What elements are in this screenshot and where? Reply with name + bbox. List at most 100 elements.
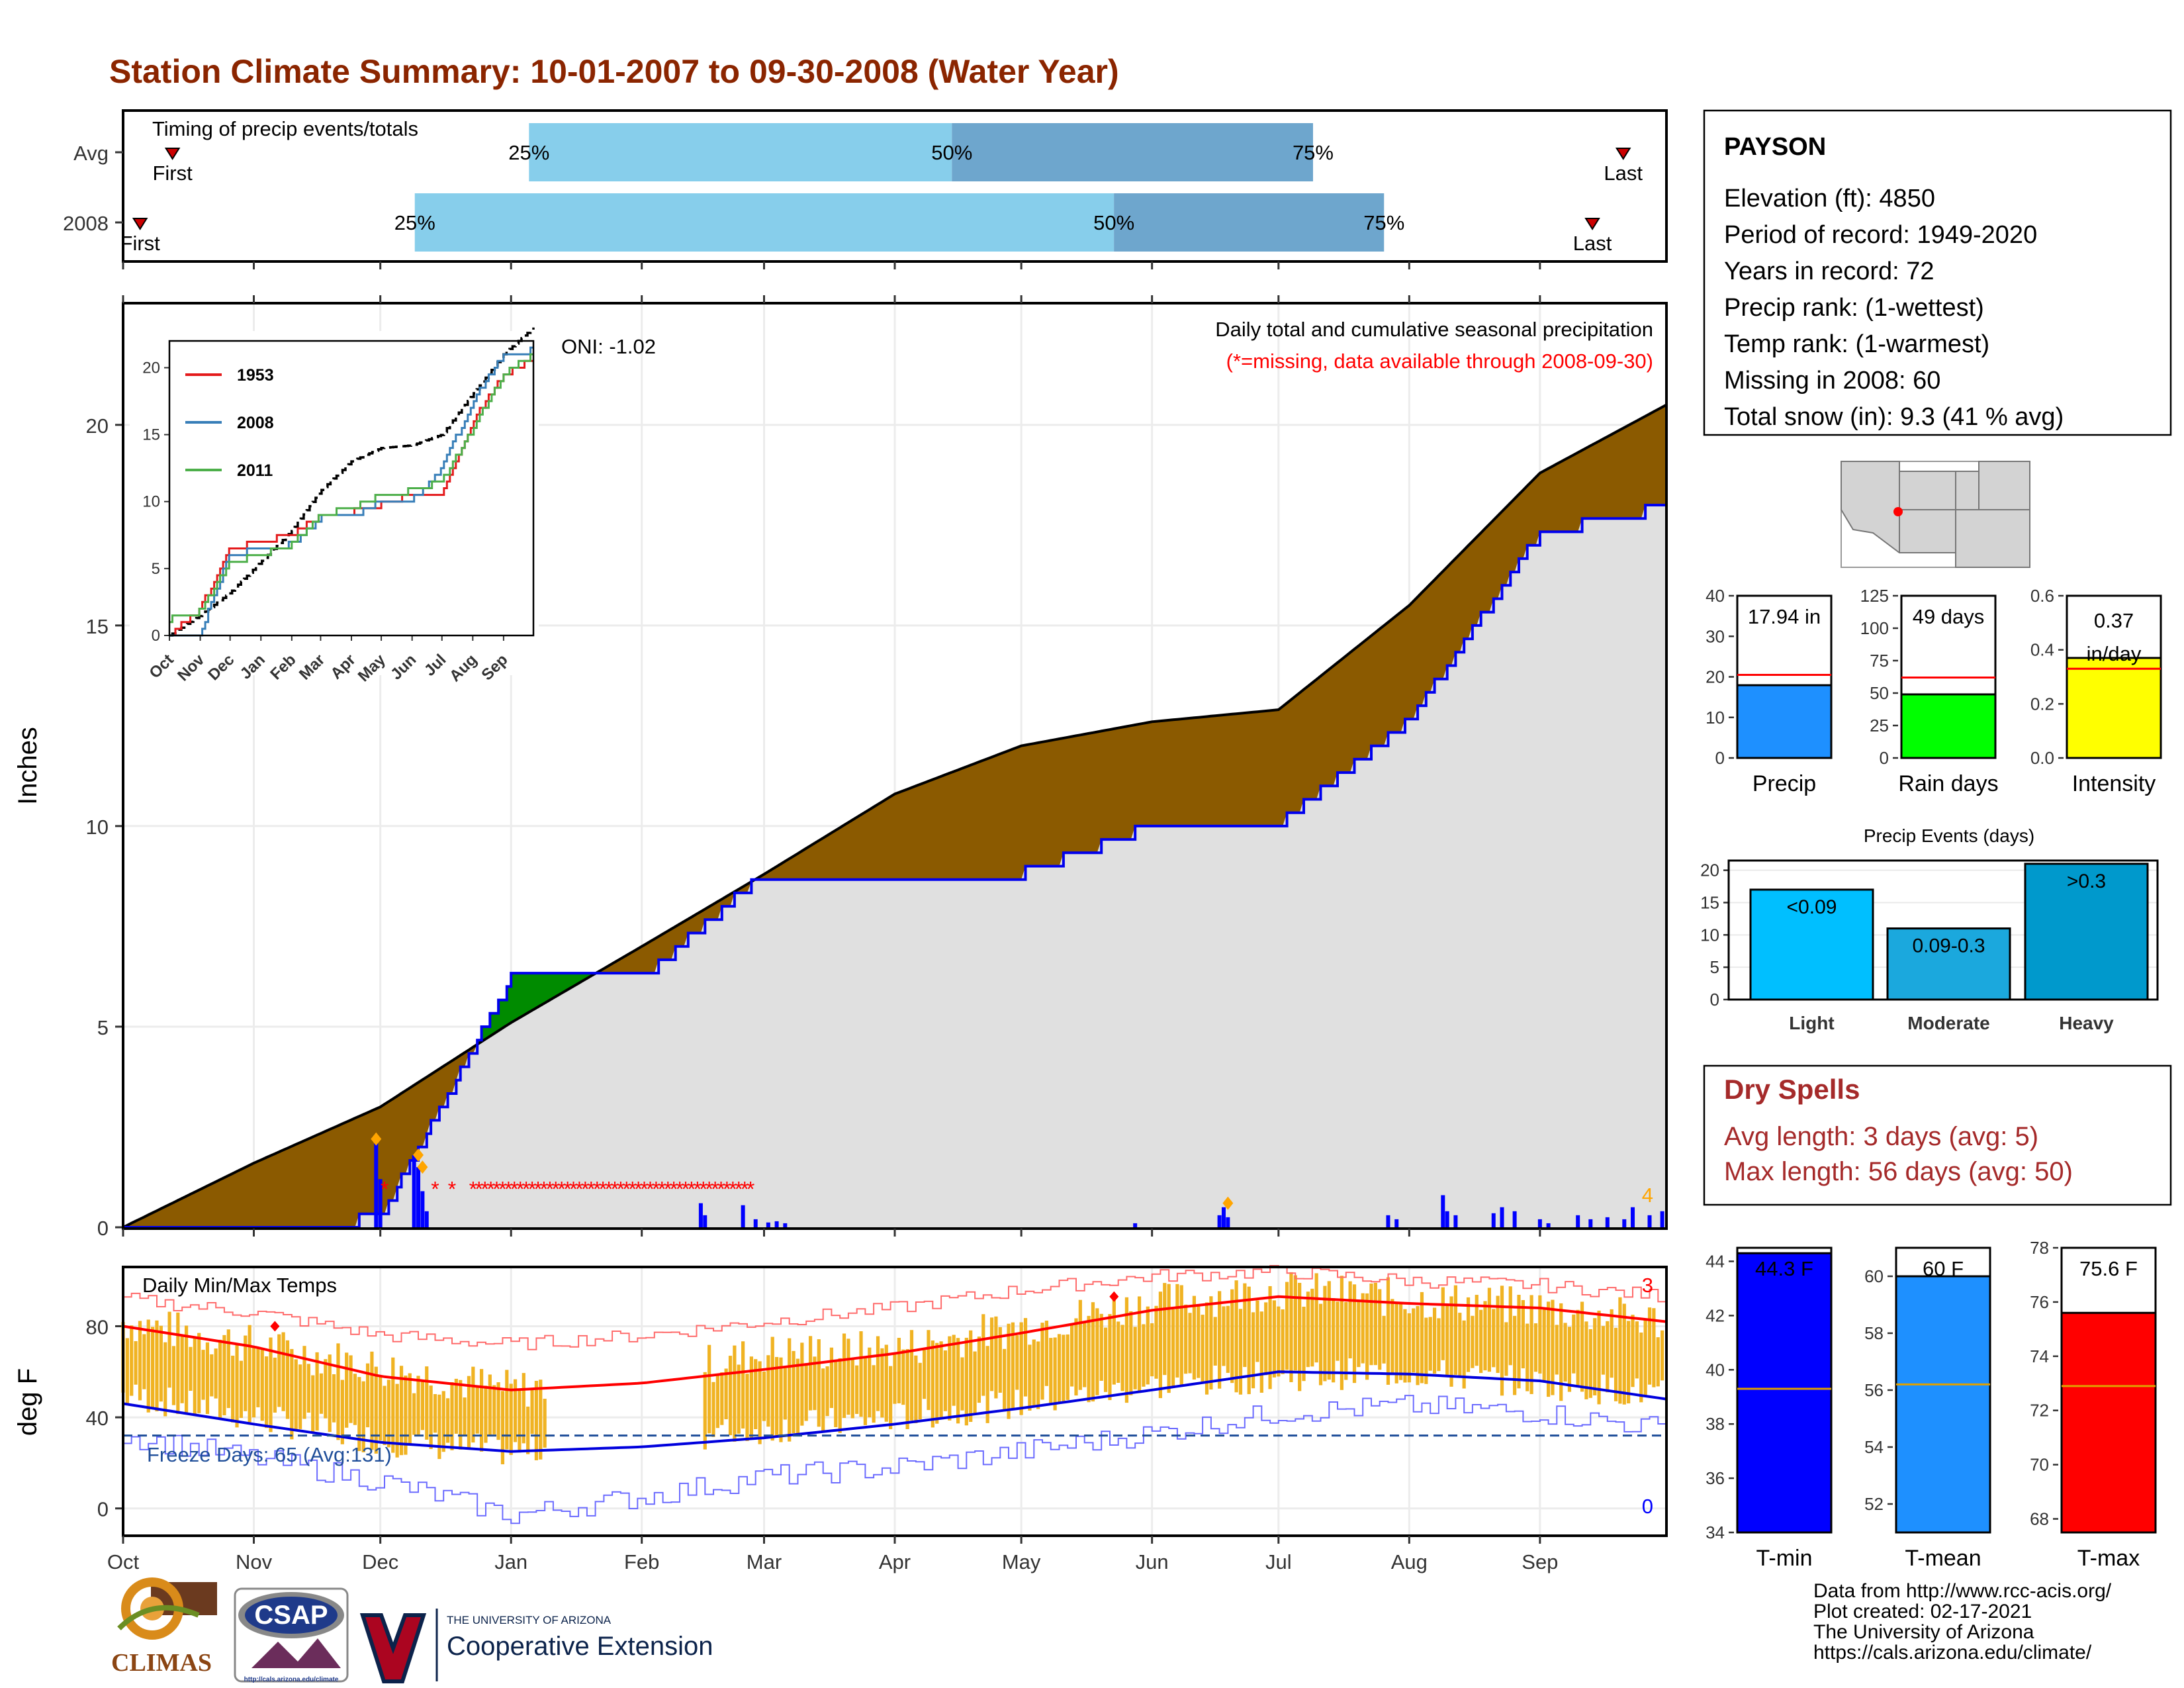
- daily-temp-bar: [1163, 1283, 1167, 1376]
- mini-bar-label: 44.3 F: [1755, 1257, 1813, 1280]
- events-bar-label: >0.3: [2067, 870, 2106, 892]
- daily-temp-bar: [897, 1337, 901, 1403]
- daily-temp-bar: [1112, 1298, 1116, 1385]
- daily-temp-bar: [500, 1391, 505, 1465]
- daily-temp-bar: [306, 1364, 310, 1413]
- mini-bar-category: T-min: [1756, 1546, 1813, 1571]
- daily-temp-bar: [1310, 1288, 1314, 1367]
- daily-precip-bar: [1588, 1219, 1593, 1227]
- daily-temp-bar: [749, 1356, 753, 1438]
- daily-temp-bar: [328, 1354, 332, 1432]
- events-category: Moderate: [1907, 1013, 1989, 1033]
- daily-temp-bar: [889, 1366, 893, 1429]
- daily-temp-bar: [1188, 1313, 1192, 1374]
- daily-precip-bar: [1660, 1211, 1664, 1227]
- daily-precip-bar: [1512, 1211, 1517, 1227]
- station-info-line: Years in record: 72: [1724, 258, 1934, 285]
- timing-row-label: 2008: [63, 212, 109, 235]
- station-name: PAYSON: [1724, 133, 1826, 161]
- daily-temp-bar: [488, 1374, 492, 1436]
- daily-temp-bar: [998, 1327, 1002, 1393]
- daily-temp-bar: [1466, 1297, 1471, 1372]
- mini-bar-label: 17.94 in: [1748, 605, 1821, 628]
- precip-ytick-label: 5: [97, 1016, 109, 1039]
- daily-temp-bar: [1373, 1282, 1377, 1366]
- daily-temp-bar: [248, 1325, 251, 1423]
- daily-temp-bar: [395, 1383, 399, 1458]
- missing-day-marker: *: [652, 1177, 660, 1201]
- daily-temp-bar: [901, 1349, 905, 1405]
- daily-temp-bar: [467, 1376, 471, 1448]
- mini-ytick: 40: [1706, 586, 1725, 606]
- station-info-line: Total snow (in): 9.3 (41 % avg): [1724, 403, 2064, 431]
- daily-temp-bar: [1513, 1315, 1517, 1395]
- daily-temp-bar: [205, 1342, 210, 1415]
- daily-temp-bar: [905, 1349, 909, 1429]
- daily-temp-bar: [1167, 1284, 1171, 1393]
- daily-temp-bar: [1087, 1315, 1091, 1403]
- daily-temp-bar: [783, 1368, 787, 1420]
- timing-pct-label: 75%: [1363, 211, 1404, 234]
- mini-ytick: 40: [1706, 1360, 1725, 1380]
- precip-ylabel: Inches: [13, 727, 42, 805]
- timing-bar-50-75: [952, 123, 1313, 181]
- record-high-marker: [1109, 1291, 1119, 1302]
- daily-temp-bar: [1647, 1307, 1652, 1385]
- missing-day-marker: *: [670, 1177, 678, 1201]
- daily-temp-bar: [884, 1344, 888, 1422]
- daily-temp-bar: [1369, 1283, 1373, 1366]
- mini-bar-value: [1900, 693, 1997, 759]
- daily-temp-bar: [1028, 1344, 1032, 1411]
- daily-temp-bar: [505, 1370, 509, 1450]
- daily-precip-bar: [1394, 1219, 1399, 1227]
- inset-legend-label: 2011: [237, 461, 273, 480]
- timing-panel: Timing of precip events/totals Avg 25% 50%…: [63, 109, 1668, 263]
- month-label: Jul: [1265, 1550, 1292, 1573]
- locator-map: [1841, 461, 2030, 568]
- mini-ytick: 68: [2030, 1509, 2049, 1529]
- daily-temp-bar: [1150, 1323, 1154, 1377]
- missing-day-marker: *: [534, 1177, 542, 1201]
- daily-temp-bar: [838, 1358, 842, 1433]
- events-frame: [1727, 859, 2159, 1001]
- daily-temp-bar: [1487, 1288, 1491, 1372]
- daily-temp-bar: [290, 1348, 294, 1440]
- daily-temp-bar: [383, 1385, 387, 1445]
- daily-temp-bar: [1529, 1295, 1533, 1394]
- daily-temp-bar: [1251, 1312, 1255, 1389]
- station-info-line: Precip rank: (1-wettest): [1724, 294, 1984, 322]
- month-label: Mar: [747, 1550, 782, 1573]
- events-category: Heavy: [2059, 1013, 2114, 1033]
- daily-temp-bar: [353, 1374, 357, 1425]
- daily-temp-bar: [1146, 1306, 1150, 1385]
- missing-day-marker: *: [540, 1177, 548, 1201]
- daily-temp-bar: [1606, 1321, 1610, 1393]
- daily-temp-bar: [189, 1346, 193, 1391]
- month-label: Nov: [236, 1550, 273, 1573]
- daily-precip-bar: [1631, 1207, 1635, 1227]
- daily-temp-bar: [868, 1347, 872, 1418]
- mini-ytick: 52: [1864, 1494, 1884, 1514]
- daily-temp-bar: [298, 1364, 302, 1429]
- daily-temp-bar: [146, 1319, 150, 1413]
- missing-day-marker: *: [431, 1177, 439, 1201]
- daily-temp-bar: [1318, 1303, 1323, 1385]
- daily-precip-bar: [1500, 1207, 1504, 1227]
- daily-temp-bar: [964, 1337, 968, 1426]
- daily-temp-bar: [914, 1355, 918, 1423]
- daily-temp-bar: [429, 1385, 433, 1449]
- avg-min-line: [122, 1370, 1667, 1453]
- daily-temp-bar: [1643, 1319, 1647, 1395]
- daily-temp-bar: [1352, 1284, 1357, 1383]
- month-label: Feb: [624, 1550, 659, 1573]
- daily-temp-bar: [167, 1311, 171, 1388]
- daily-temp-bar: [703, 1372, 707, 1450]
- daily-temp-bar: [1462, 1320, 1466, 1389]
- missing-day-marker: *: [563, 1177, 571, 1201]
- daily-temp-bar: [855, 1365, 859, 1415]
- missing-day-marker: *: [551, 1177, 559, 1201]
- ua-small-text: THE UNIVERSITY OF ARIZONA: [447, 1614, 612, 1626]
- avg-cumulative-line: [122, 403, 1667, 1229]
